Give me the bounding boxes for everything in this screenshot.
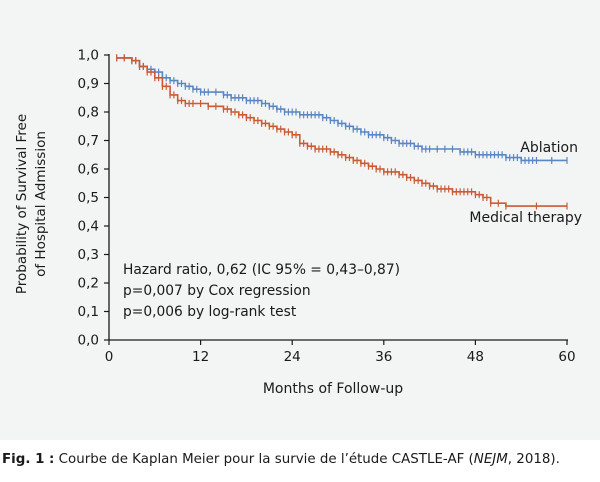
y-tick-label: 0,4: [78, 219, 99, 235]
annotation-hazard-ratio: Hazard ratio, 0,62 (IC 95% = 0,43–0,87): [123, 262, 400, 278]
chart-labels: Probability of Survival Free of Hospital…: [14, 114, 582, 397]
annotation-log-rank: p=0,006 by log-rank test: [123, 304, 297, 320]
figure-panel: [0, 0, 600, 440]
y-tick-label: 0,8: [78, 105, 99, 121]
y-axis-label-line2: of Hospital Admission: [33, 131, 49, 277]
x-tick-label: 60: [558, 349, 575, 365]
series-label-medical-therapy: Medical therapy: [469, 210, 582, 226]
y-tick-label: 1,0: [78, 48, 99, 64]
censor-marks-ablation: [116, 54, 568, 164]
series-label-ablation: Ablation: [520, 140, 578, 156]
caption-label: Fig. 1 :: [2, 452, 55, 467]
caption-journal: NEJM: [473, 452, 508, 467]
x-tick-label: 0: [105, 349, 114, 365]
y-tick-label: 0,2: [78, 276, 99, 292]
x-axis-label: Months of Follow-up: [263, 381, 403, 397]
y-axis-label-line1: Probability of Survival Free: [14, 114, 30, 294]
y-tick-label: 0,1: [78, 304, 99, 320]
x-tick-label: 48: [467, 349, 484, 365]
y-tick-label: 0,6: [78, 162, 99, 178]
kaplan-meier-chart: 0,0 0,1 0,2 0,3 0,4 0,5 0,6 0,7 0,8 0,9 1,0 0 12 24 36…: [14, 48, 582, 398]
y-tick-label: 0,9: [78, 76, 99, 92]
caption-text-end: , 2018).: [507, 452, 560, 467]
survival-curve-ablation: [116, 57, 567, 162]
x-tick-label: 12: [192, 349, 209, 365]
axes: 0,0 0,1 0,2 0,3 0,4 0,5 0,6 0,7 0,8 0,9 1,0 0 12 24 36…: [78, 48, 576, 366]
y-tick-label: 0,7: [78, 133, 99, 149]
figure-caption: Fig. 1 : Courbe de Kaplan Meier pour la …: [2, 451, 600, 469]
y-tick-label: 0,0: [78, 333, 99, 349]
x-tick-label: 24: [284, 349, 301, 365]
x-tick-label: 36: [375, 349, 392, 365]
survival-curve-medical-therapy: [116, 57, 567, 207]
y-tick-label: 0,3: [78, 247, 99, 263]
y-tick-label: 0,5: [78, 190, 99, 206]
annotation-cox-regression: p=0,007 by Cox regression: [123, 283, 311, 299]
caption-text: Courbe de Kaplan Meier pour la survie de…: [54, 452, 474, 467]
survival-curves: [116, 54, 568, 210]
censor-marks-medical-therapy: [116, 54, 568, 210]
